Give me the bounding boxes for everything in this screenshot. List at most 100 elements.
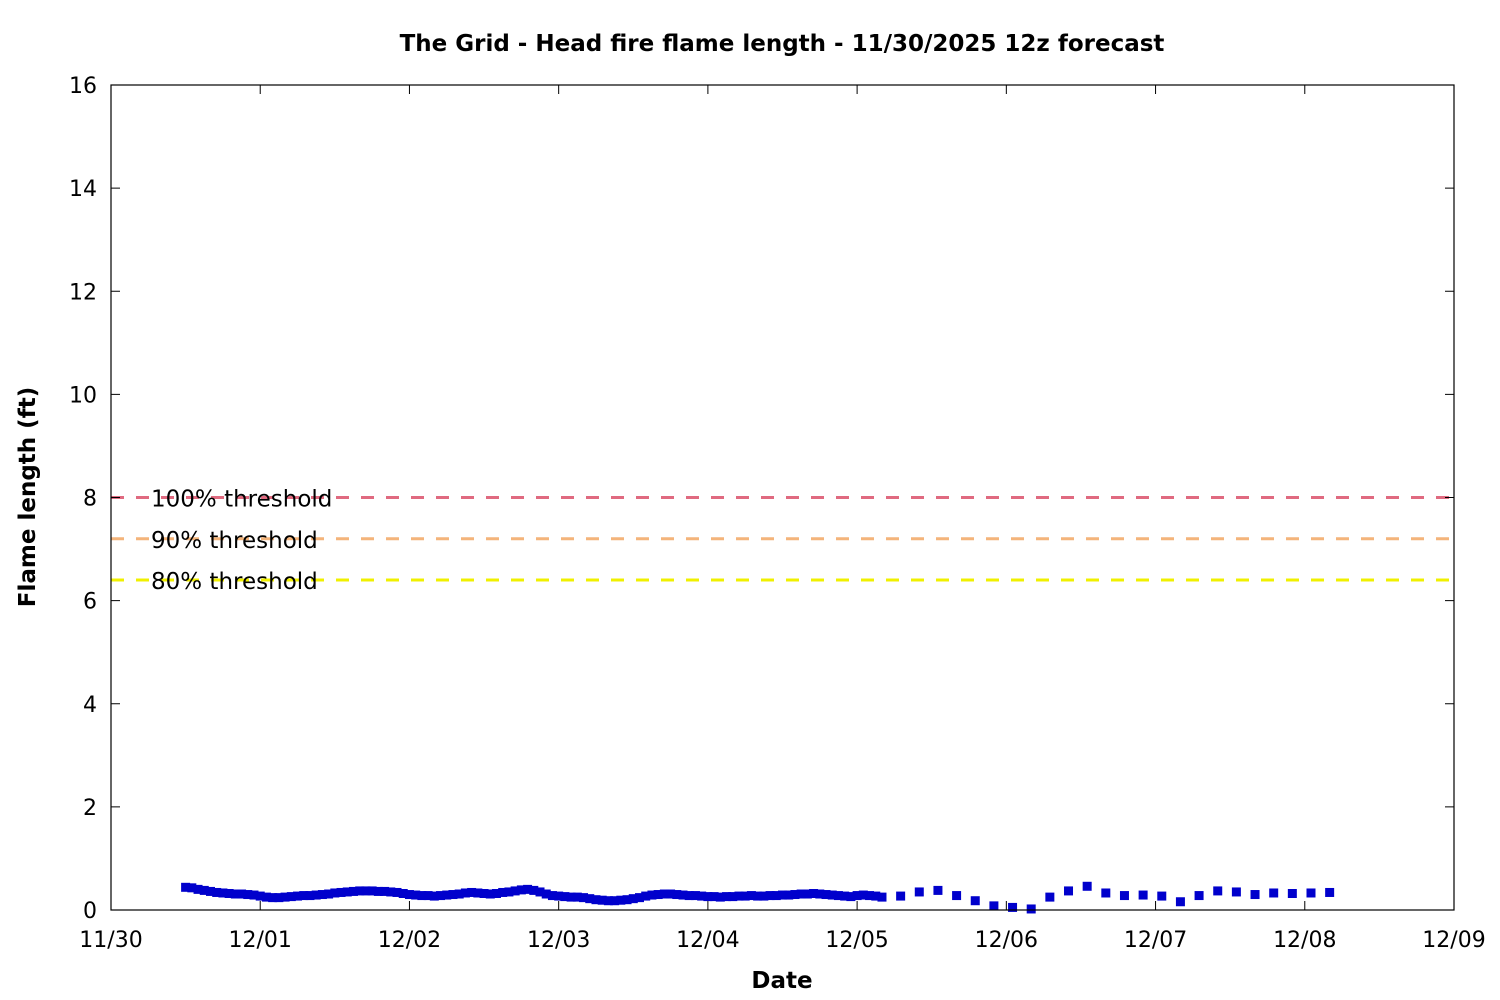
data-point <box>386 887 396 897</box>
data-point <box>336 887 346 897</box>
data-point <box>535 887 545 897</box>
data-point <box>454 889 464 899</box>
y-tick-label: 12 <box>69 280 97 305</box>
data-point <box>796 889 806 899</box>
data-point <box>473 888 483 898</box>
data-point <box>778 890 787 900</box>
data-point <box>212 887 222 897</box>
threshold-label-2: 80% threshold <box>151 569 318 595</box>
data-point <box>342 887 352 897</box>
data-point <box>423 891 433 901</box>
data-point <box>274 893 284 903</box>
y-tick-label: 2 <box>83 796 97 821</box>
data-point <box>840 891 850 901</box>
x-tick-label: 11/30 <box>79 928 142 953</box>
data-point <box>230 889 240 899</box>
data-point <box>1045 892 1055 902</box>
data-point <box>355 886 365 896</box>
data-point <box>641 891 651 901</box>
data-point <box>846 892 856 902</box>
data-point <box>187 883 197 893</box>
data-point <box>771 891 781 901</box>
data-point <box>411 890 421 900</box>
data-point <box>485 889 495 899</box>
plot-frame <box>110 84 1455 911</box>
data-point <box>746 891 756 901</box>
data-point <box>865 891 875 901</box>
data-point <box>703 892 713 902</box>
data-point <box>305 891 315 901</box>
x-tick-label: 12/09 <box>1422 928 1485 953</box>
data-point <box>361 886 371 896</box>
data-point <box>1287 889 1297 898</box>
x-tick-label: 12/04 <box>676 928 739 953</box>
threshold-label-1: 90% threshold <box>151 528 318 554</box>
data-point <box>852 891 862 901</box>
data-point <box>547 891 557 901</box>
data-point <box>833 891 843 901</box>
data-point <box>597 895 607 905</box>
data-point <box>491 889 501 898</box>
data-point <box>442 890 452 900</box>
data-point <box>616 895 626 905</box>
data-point <box>268 893 278 903</box>
data-point <box>933 885 943 895</box>
data-point <box>1306 888 1316 898</box>
data-point <box>199 885 209 895</box>
data-point <box>579 893 589 903</box>
data-point <box>280 892 290 902</box>
data-point <box>249 890 259 900</box>
data-point <box>498 887 508 897</box>
data-series <box>181 881 1335 914</box>
y-tick-label: 6 <box>83 590 97 615</box>
data-point <box>1325 887 1335 897</box>
data-point <box>317 890 327 900</box>
data-point <box>218 888 228 898</box>
data-point <box>460 888 470 898</box>
data-point <box>690 891 700 901</box>
data-point <box>224 889 234 898</box>
data-point <box>1157 891 1167 901</box>
data-point <box>591 895 601 905</box>
data-point <box>1269 888 1279 898</box>
data-point <box>802 889 812 899</box>
data-point <box>734 891 744 901</box>
data-point <box>666 889 676 899</box>
data-point <box>815 889 825 899</box>
data-point <box>790 890 800 900</box>
data-point <box>504 887 514 897</box>
data-point <box>554 891 564 901</box>
data-point <box>566 892 576 902</box>
data-point <box>417 891 427 901</box>
data-point <box>628 894 638 904</box>
data-point <box>753 891 763 901</box>
data-point <box>181 882 191 892</box>
data-point <box>1026 904 1036 914</box>
y-tick-label: 0 <box>83 899 97 924</box>
data-point <box>572 892 582 902</box>
data-point <box>311 890 321 900</box>
axis-ticks: 11/30 12/01 12/02 12/03 12/04 12/05 12/06 12/07… <box>69 74 1486 953</box>
data-point <box>1101 888 1111 898</box>
data-point <box>647 890 657 900</box>
data-point <box>809 889 819 898</box>
data-point <box>684 891 694 901</box>
data-point <box>740 891 750 901</box>
data-point <box>293 891 303 901</box>
data-point <box>398 889 408 898</box>
data-point <box>1194 891 1204 901</box>
chart-title: The Grid - Head fire flame length - 11/3… <box>400 31 1165 57</box>
data-point <box>510 886 520 896</box>
y-tick-label: 16 <box>69 74 97 99</box>
data-point <box>989 901 999 911</box>
data-point <box>1119 891 1129 901</box>
data-point <box>193 884 203 894</box>
data-point <box>678 890 688 900</box>
x-axis-label: Date <box>751 968 812 994</box>
data-point <box>1250 890 1260 900</box>
x-tick-label: 12/03 <box>527 928 590 953</box>
threshold-label-0: 100% threshold <box>151 487 332 513</box>
data-point <box>324 889 334 899</box>
y-tick-label: 14 <box>69 177 97 202</box>
